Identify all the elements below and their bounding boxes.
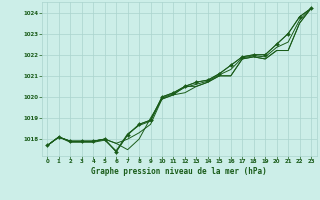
X-axis label: Graphe pression niveau de la mer (hPa): Graphe pression niveau de la mer (hPa) [91, 167, 267, 176]
